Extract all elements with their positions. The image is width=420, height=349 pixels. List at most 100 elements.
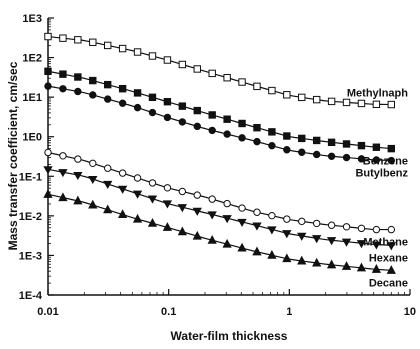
benzene-marker: [148, 93, 157, 102]
benzene-marker: [298, 134, 306, 143]
methane-marker: [253, 208, 261, 216]
butylbenz-marker: [223, 130, 231, 138]
benzene-marker: [163, 98, 172, 106]
methane-marker: [298, 217, 306, 226]
hexane-marker: [132, 190, 143, 199]
ticks: 1E3 1E2 1E1 1E0 1E-1 1E-2 1E-3 1E-4 0.01 0.1 1 10: [19, 13, 416, 318]
butylbenz-marker: [298, 148, 306, 156]
hexane-marker: [312, 235, 322, 244]
benzene-marker: [208, 111, 216, 119]
butylbenz-marker: [104, 95, 112, 103]
decane-marker: [326, 259, 337, 269]
methylnaph-marker: [104, 41, 112, 50]
y-tick-label: 1E-3: [19, 250, 42, 262]
benzene-marker: [44, 67, 52, 75]
decane-marker: [162, 222, 173, 231]
methylnaph-marker: [148, 52, 157, 60]
methylnaph-marker: [59, 34, 67, 42]
series-label-hexane: Hexane: [369, 252, 408, 264]
methylnaph-marker: [342, 98, 351, 107]
butylbenz-marker: [253, 137, 261, 146]
methane-marker: [312, 219, 321, 228]
methane-marker: [104, 164, 112, 172]
axes: [47, 18, 410, 296]
methylnaph-marker: [193, 65, 201, 73]
butylbenz-marker: [89, 91, 97, 99]
benzene-marker: [74, 73, 82, 81]
butylbenz-marker: [342, 153, 351, 162]
y-tick-label: 1E3: [22, 13, 42, 25]
methane-marker: [223, 199, 231, 208]
series-label-butylbenz: Butylbenz: [355, 168, 408, 180]
butylbenz-marker: [163, 113, 172, 122]
series-line-methane: [47, 151, 392, 231]
butylbenz-marker: [178, 118, 187, 126]
methane-marker: [178, 187, 187, 196]
butylbenz-marker: [372, 156, 381, 164]
methylnaph-marker: [283, 91, 291, 99]
series-methylnaph: [44, 32, 396, 109]
methylnaph-marker: [44, 32, 52, 41]
x-tick-label: 10: [404, 306, 416, 318]
decane-marker: [103, 204, 113, 214]
methylnaph-marker: [268, 86, 276, 95]
benzene-marker: [133, 89, 142, 97]
butylbenz-marker: [74, 87, 82, 96]
methane-marker: [59, 152, 67, 160]
hexane-marker: [192, 207, 202, 216]
methane-marker: [283, 215, 291, 223]
methane-marker: [133, 174, 142, 182]
y-tick-label: 1E2: [22, 53, 42, 65]
decane-marker: [297, 255, 307, 265]
butylbenz-marker: [312, 150, 321, 159]
decane-marker: [73, 195, 83, 205]
series-group: [43, 32, 396, 274]
methane-marker: [89, 159, 97, 168]
methane-marker: [193, 191, 201, 199]
benzene-marker: [238, 119, 246, 128]
x-axis-title: Water-film thickness: [171, 329, 288, 343]
x-tick-label: 1: [286, 306, 292, 318]
decane-marker: [132, 213, 143, 223]
butylbenz-marker: [268, 141, 276, 150]
benzene-marker: [312, 136, 321, 145]
methane-marker: [268, 211, 276, 220]
hexane-marker: [297, 232, 307, 241]
series-line-methylnaph: [47, 35, 392, 106]
benzene-marker: [223, 115, 231, 123]
methylnaph-marker: [372, 100, 381, 109]
series-label-decane: Decane: [369, 277, 408, 289]
methane-marker: [208, 195, 216, 203]
benzene-marker: [193, 106, 201, 115]
methylnaph-marker: [74, 36, 82, 44]
decane-marker: [282, 253, 292, 263]
benzene-marker: [118, 85, 127, 93]
methane-marker: [357, 224, 366, 233]
decane-marker: [118, 209, 128, 219]
methylnaph-marker: [133, 48, 142, 56]
hexane-marker: [43, 166, 53, 175]
hexane-marker: [267, 226, 277, 235]
decane-marker: [252, 246, 262, 256]
methane-marker: [163, 184, 172, 192]
methane-marker: [342, 223, 351, 231]
benzene-marker: [342, 140, 351, 148]
methylnaph-marker: [178, 60, 187, 69]
methylnaph-marker: [253, 82, 261, 91]
methylnaph-marker: [298, 93, 306, 102]
decane-marker: [341, 261, 352, 270]
butylbenz-marker: [59, 85, 67, 93]
methylnaph-marker: [163, 56, 172, 64]
decane-marker: [207, 234, 217, 244]
decane-marker: [147, 217, 158, 227]
decane-marker: [356, 262, 367, 272]
hexane-marker: [341, 238, 352, 247]
butylbenz-marker: [193, 122, 201, 131]
hexane-marker: [326, 237, 337, 246]
benzene-marker: [178, 102, 187, 110]
butylbenz-marker: [327, 152, 336, 160]
y-tick-label: 1E-2: [19, 211, 42, 223]
y-axis-title: Mass transfer coefficient, cm/sec: [6, 61, 20, 250]
